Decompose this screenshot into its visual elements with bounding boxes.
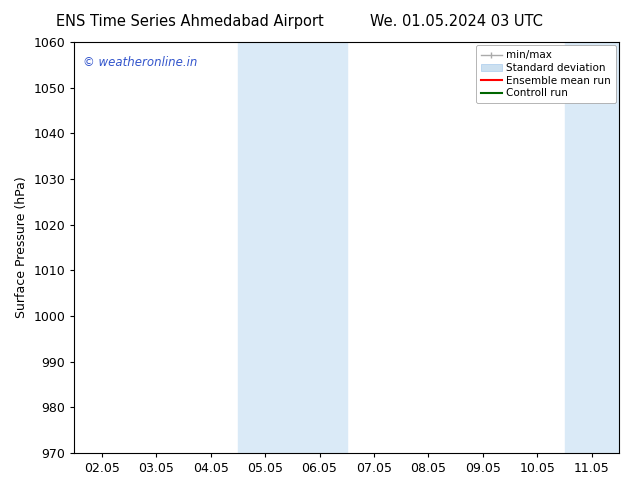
Bar bbox=[238, 42, 347, 453]
Y-axis label: Surface Pressure (hPa): Surface Pressure (hPa) bbox=[15, 176, 28, 318]
Bar bbox=[564, 42, 634, 453]
Text: © weatheronline.in: © weatheronline.in bbox=[82, 56, 197, 70]
Text: ENS Time Series Ahmedabad Airport: ENS Time Series Ahmedabad Airport bbox=[56, 14, 324, 29]
Text: We. 01.05.2024 03 UTC: We. 01.05.2024 03 UTC bbox=[370, 14, 543, 29]
Legend: min/max, Standard deviation, Ensemble mean run, Controll run: min/max, Standard deviation, Ensemble me… bbox=[476, 45, 616, 103]
